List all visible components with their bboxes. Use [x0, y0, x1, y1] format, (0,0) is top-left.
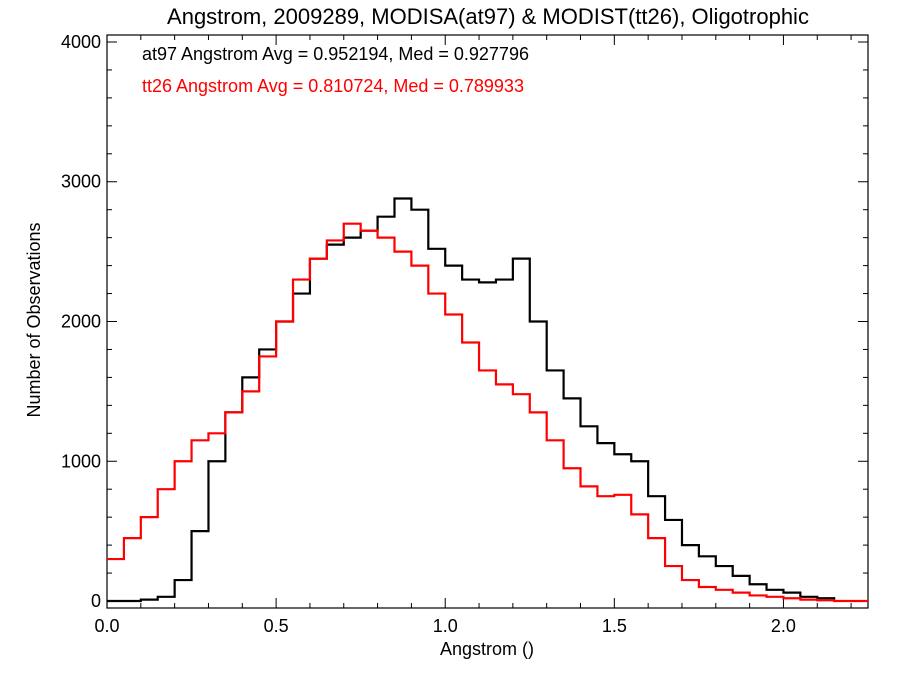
x-axis-label: Angstrom () — [440, 639, 534, 659]
annotation-1: tt26 Angstrom Avg = 0.810724, Med = 0.78… — [142, 76, 524, 96]
x-tick-label: 1.0 — [433, 616, 458, 636]
x-tick-label: 0.0 — [94, 616, 119, 636]
chart-title: Angstrom, 2009289, MODISA(at97) & MODIST… — [167, 4, 809, 29]
y-tick-label: 2000 — [61, 312, 101, 332]
y-tick-label: 1000 — [61, 451, 101, 471]
series-group — [107, 197, 868, 603]
x-tick-label: 2.0 — [771, 616, 796, 636]
y-tick-label: 4000 — [61, 32, 101, 52]
x-tick-label: 1.5 — [602, 616, 627, 636]
y-axis-label: Number of Observations — [24, 222, 44, 417]
y-tick-label: 3000 — [61, 172, 101, 192]
series-line-0 — [107, 197, 836, 603]
series-line-1 — [107, 222, 868, 603]
y-tick-label: 0 — [91, 591, 101, 611]
axis-ticks: 0.0 0.5 1.0 1.5 2.0 0 1000 2000 3000 4000 — [61, 32, 868, 636]
x-tick-label: 0.5 — [264, 616, 289, 636]
annotation-0: at97 Angstrom Avg = 0.952194, Med = 0.92… — [142, 44, 529, 64]
annotations-group: at97 Angstrom Avg = 0.952194, Med = 0.92… — [142, 44, 529, 96]
plot-frame — [106, 34, 869, 609]
